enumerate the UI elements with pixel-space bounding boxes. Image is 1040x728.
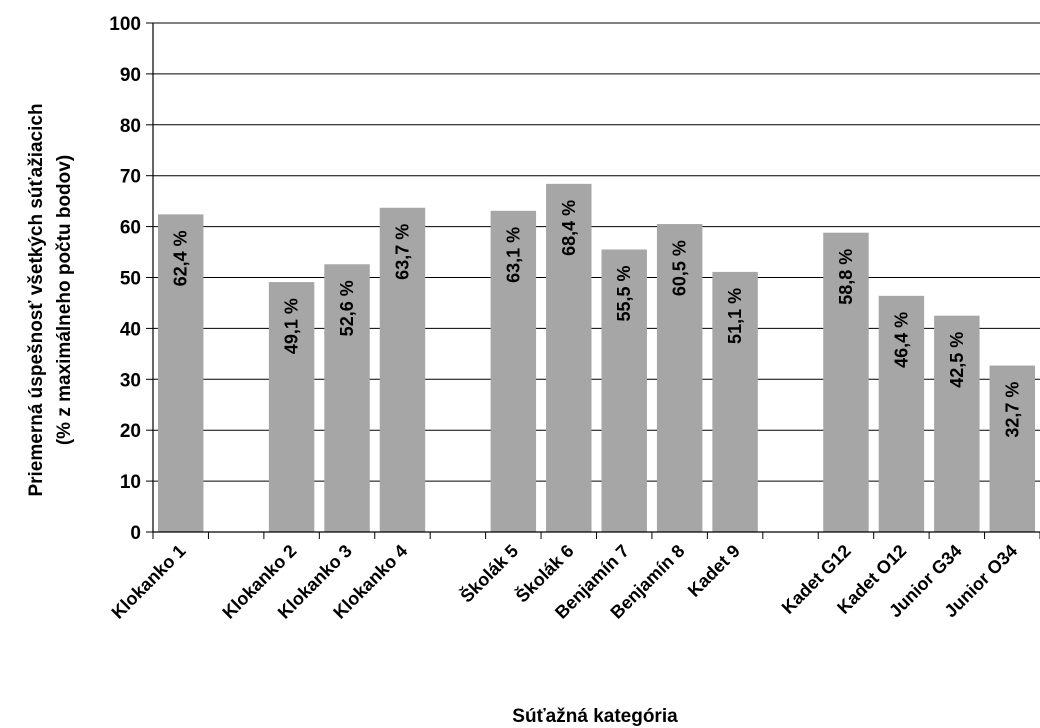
y-axis-title-line2: (% z maximálneho počtu bodov) [54,155,75,445]
y-tick-label: 40 [120,319,141,340]
x-tick-label: Školák 5 [456,540,523,607]
data-label: 42,5 % [947,332,967,388]
y-tick-label: 50 [120,269,141,290]
data-label: 60,5 % [670,240,690,296]
bar [823,232,869,532]
data-label: 62,4 % [171,230,191,286]
bar [712,271,758,532]
x-tick-label: Klokanko 1 [108,541,190,623]
bar [324,264,370,532]
data-label: 68,4 % [559,200,579,256]
data-label: 55,5 % [614,266,634,322]
y-tick-label: 100 [109,14,141,35]
y-tick-label: 70 [120,167,141,188]
axes [146,22,1040,539]
bar [656,224,703,532]
data-labels: 62,4 % 49,1 % 52,6 % 63,7 % 63,1 % 68,4 % 55,5… [171,200,1023,438]
bar [989,365,1036,532]
data-label: 49,1 % [282,298,302,354]
y-tick-labels: 0 10 20 30 40 50 60 70 80 90 100 [109,14,141,544]
data-label: 46,4 % [891,312,911,368]
y-tick-label: 90 [120,65,141,86]
bar [546,183,592,532]
x-axis-title: Súťažná kategória [512,706,678,727]
y-tick-label: 60 [120,218,141,239]
data-label: 58,8 % [836,249,856,305]
data-label: 51,1 % [725,288,745,344]
bar [934,315,980,532]
bars [157,183,1036,533]
bar [878,295,925,532]
y-tick-label: 0 [130,523,141,544]
bar [490,210,537,533]
y-axis-title-line1: Priemerná úspešnosť všetkých súťažiacich [26,103,47,496]
y-tick-label: 80 [120,116,141,137]
bar [268,282,315,532]
x-tick-label: Kadet 9 [684,541,744,601]
bar [601,249,647,532]
data-label: 32,7 % [1002,382,1022,438]
y-tick-label: 10 [120,472,141,493]
y-tick-label: 30 [120,370,141,391]
y-tick-label: 20 [120,421,141,442]
data-label: 52,6 % [337,280,357,336]
bar [379,207,426,532]
data-label: 63,1 % [503,227,523,283]
data-label: 63,7 % [392,224,412,280]
bar [157,214,204,532]
